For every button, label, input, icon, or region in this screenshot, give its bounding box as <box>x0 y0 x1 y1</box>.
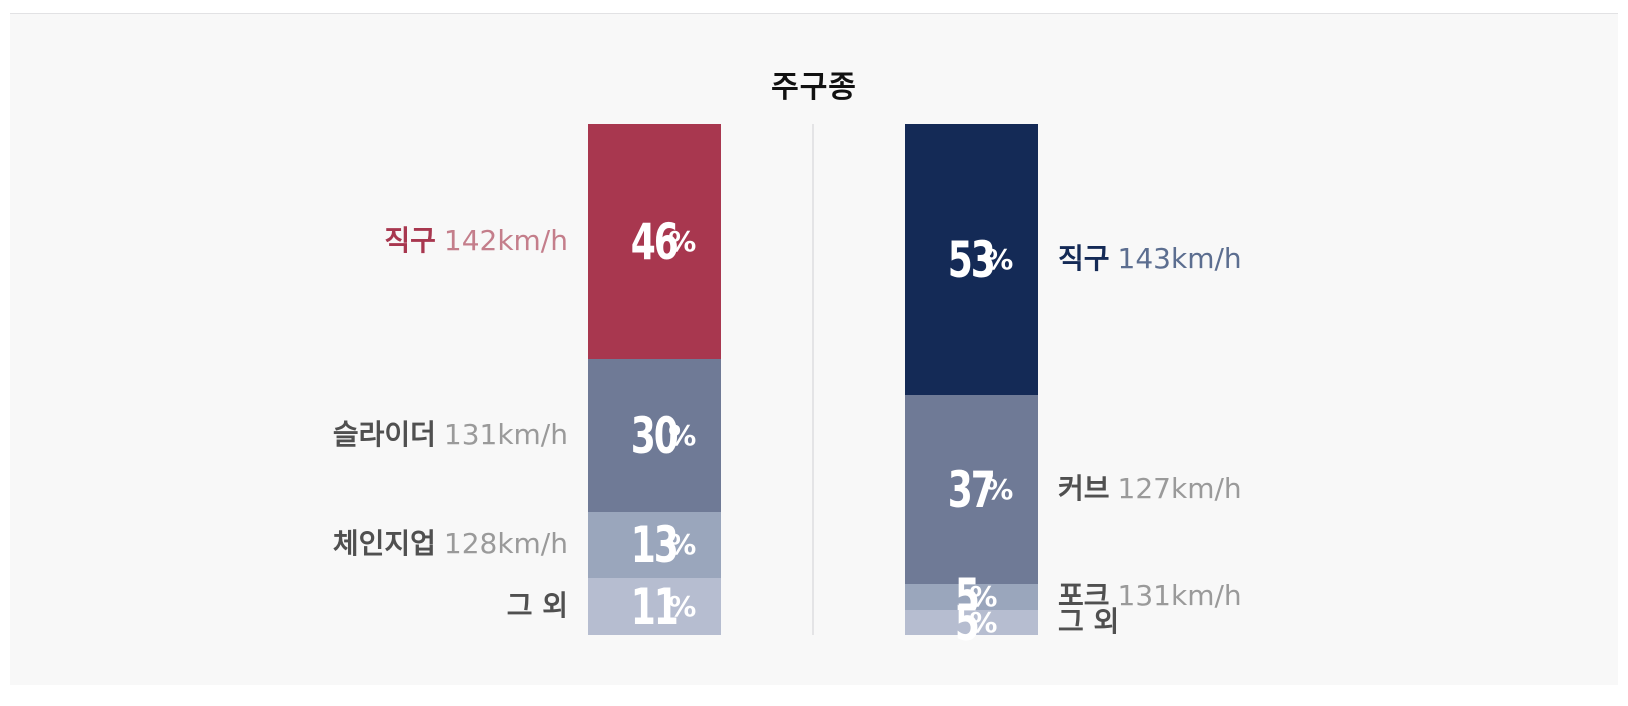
data-label-percent-sign: % <box>985 472 1014 506</box>
bar-segment: 5% <box>905 598 1038 648</box>
data-label-percent-sign: % <box>985 242 1014 276</box>
bar-segment: 13% <box>588 512 721 578</box>
pitch-name: 직구 <box>384 223 436 257</box>
pitch-speed: 142km/h <box>443 223 568 257</box>
data-label-value: 13 <box>630 516 678 574</box>
data-label-value: 11 <box>630 577 678 636</box>
chart-panel <box>10 14 1618 685</box>
data-label-percent-sign: % <box>668 528 697 561</box>
pitch-label: 직구 142km/h <box>384 223 568 257</box>
pitch-label: 커브 127km/h <box>1058 471 1242 505</box>
data-label-value: 5 <box>954 593 979 652</box>
top-divider <box>10 13 1618 14</box>
bar-segment: 11% <box>588 578 721 635</box>
bar-segment: 53% <box>905 124 1038 395</box>
pitch-speed: 127km/h <box>1117 471 1242 505</box>
data-label-percent-sign: % <box>969 580 998 613</box>
pitch-label: 그 외 <box>1058 604 1120 638</box>
center-divider <box>812 124 814 635</box>
data-label-percent-sign: % <box>668 224 697 258</box>
bar-segment: 37% <box>905 395 1038 584</box>
chart-title: 주구종 <box>771 70 857 105</box>
pitch-speed: 128km/h <box>443 527 568 560</box>
pitch-name: 슬라이더 <box>332 417 436 451</box>
pitch-label: 체인지업 128km/h <box>333 530 568 558</box>
data-label-value: 46 <box>630 212 678 271</box>
pitch-label: 슬라이더 131km/h <box>332 417 568 451</box>
data-label-value: 30 <box>630 406 678 465</box>
bar-segment: 30% <box>588 359 721 512</box>
pitch-name: 그 외 <box>506 588 568 622</box>
data-label-percent-sign: % <box>668 418 697 452</box>
pitch-label: 직구 143km/h <box>1058 241 1242 275</box>
data-label-value: 37 <box>947 460 995 519</box>
pitch-name: 직구 <box>1058 241 1110 275</box>
pitch-label: 포크 131km/h <box>1058 582 1242 610</box>
data-label-percent-sign: % <box>668 589 697 623</box>
pitch-label: 그 외 <box>506 588 568 622</box>
pitch-speed: 143km/h <box>1117 241 1242 275</box>
pitch-name: 포크 <box>1058 579 1110 612</box>
pitch-name: 그 외 <box>1058 604 1120 638</box>
pitch-speed: 131km/h <box>1117 579 1242 612</box>
data-label-percent-sign: % <box>969 605 998 639</box>
bar-segment: 46% <box>588 124 721 359</box>
pitch-speed: 131km/h <box>443 417 568 451</box>
pitch-name: 커브 <box>1058 471 1110 505</box>
pitch-name: 체인지업 <box>332 527 436 560</box>
data-label-value: 53 <box>947 230 995 289</box>
